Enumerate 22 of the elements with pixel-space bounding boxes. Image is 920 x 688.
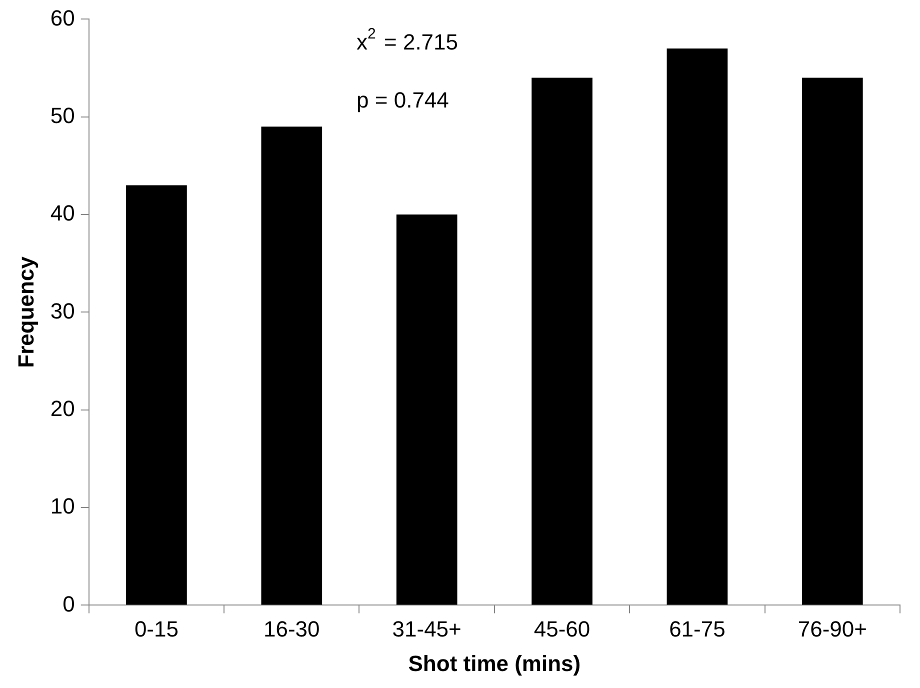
y-tick-label: 50 — [50, 102, 75, 128]
bar — [126, 185, 187, 605]
y-tick-label: 20 — [50, 396, 75, 421]
bar — [396, 214, 458, 605]
y-tick-label: 10 — [50, 494, 75, 519]
y-axis-title: Frequency — [13, 256, 38, 368]
bar — [802, 78, 863, 605]
bar — [261, 126, 322, 605]
y-tick-label: 60 — [50, 5, 75, 30]
x-axis-title: Shot time (mins) — [408, 650, 581, 676]
bar — [666, 48, 728, 605]
x-tick-label: 45-60 — [534, 616, 590, 642]
x-tick-label: 16-30 — [264, 616, 320, 642]
annotation: p = 0.744 — [356, 87, 449, 112]
x-tick-label: 0-15 — [134, 616, 178, 642]
bar — [532, 78, 592, 605]
y-tick-label: 40 — [50, 200, 75, 226]
x-tick-label: 76-90+ — [798, 616, 867, 642]
y-tick-label: 30 — [50, 298, 75, 324]
y-tick-label: 0 — [62, 591, 75, 616]
x-tick-label: 61-75 — [669, 616, 726, 642]
x-tick-label: 31-45+ — [392, 616, 462, 642]
